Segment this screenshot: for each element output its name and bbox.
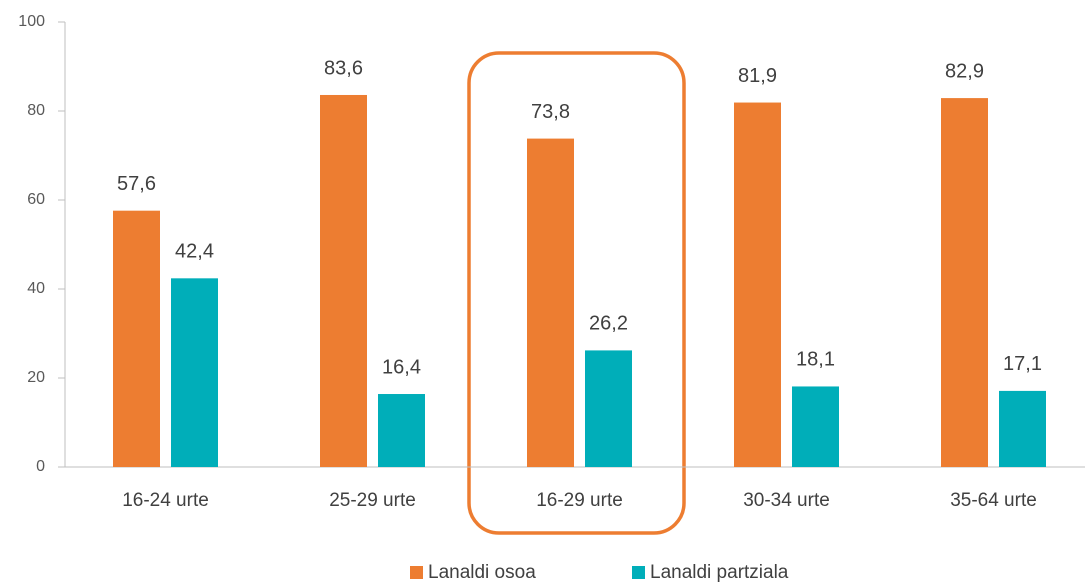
- bar: [171, 278, 218, 467]
- legend-swatch: [410, 566, 423, 579]
- value-label: 42,4: [175, 241, 214, 263]
- x-tick-label: 35-64 urte: [950, 490, 1037, 511]
- bar: [585, 350, 632, 467]
- legend-swatch: [632, 566, 645, 579]
- y-tick-label: 20: [27, 369, 45, 386]
- y-tick-label: 0: [36, 458, 45, 475]
- bar: [320, 94, 367, 467]
- value-label: 73,8: [531, 101, 570, 123]
- value-label: 16,4: [382, 356, 421, 378]
- x-tick-label: 30-34 urte: [743, 490, 830, 511]
- y-tick-label: 100: [18, 13, 45, 30]
- value-label: 81,9: [738, 65, 777, 87]
- bar: [941, 98, 988, 467]
- bar: [378, 394, 425, 467]
- x-tick-label: 16-29 urte: [536, 490, 623, 511]
- value-label: 82,9: [945, 60, 984, 82]
- y-tick-label: 80: [27, 102, 45, 119]
- x-tick-label: 16-24 urte: [122, 490, 209, 511]
- legend-label: Lanaldi partziala: [650, 562, 789, 583]
- value-label: 83,6: [324, 57, 363, 79]
- legend-label: Lanaldi osoa: [428, 562, 536, 583]
- value-label: 26,2: [589, 313, 628, 335]
- value-label: 18,1: [796, 349, 835, 371]
- y-tick-label: 60: [27, 191, 45, 208]
- highlight-frame: [467, 51, 686, 535]
- value-label: 17,1: [1003, 353, 1042, 375]
- value-label: 57,6: [117, 173, 156, 195]
- bar: [113, 210, 160, 467]
- x-tick-label: 25-29 urte: [329, 490, 416, 511]
- bar: [792, 386, 839, 467]
- y-tick-label: 40: [27, 280, 45, 297]
- bar: [527, 138, 574, 467]
- bar: [734, 102, 781, 468]
- bar: [999, 390, 1046, 467]
